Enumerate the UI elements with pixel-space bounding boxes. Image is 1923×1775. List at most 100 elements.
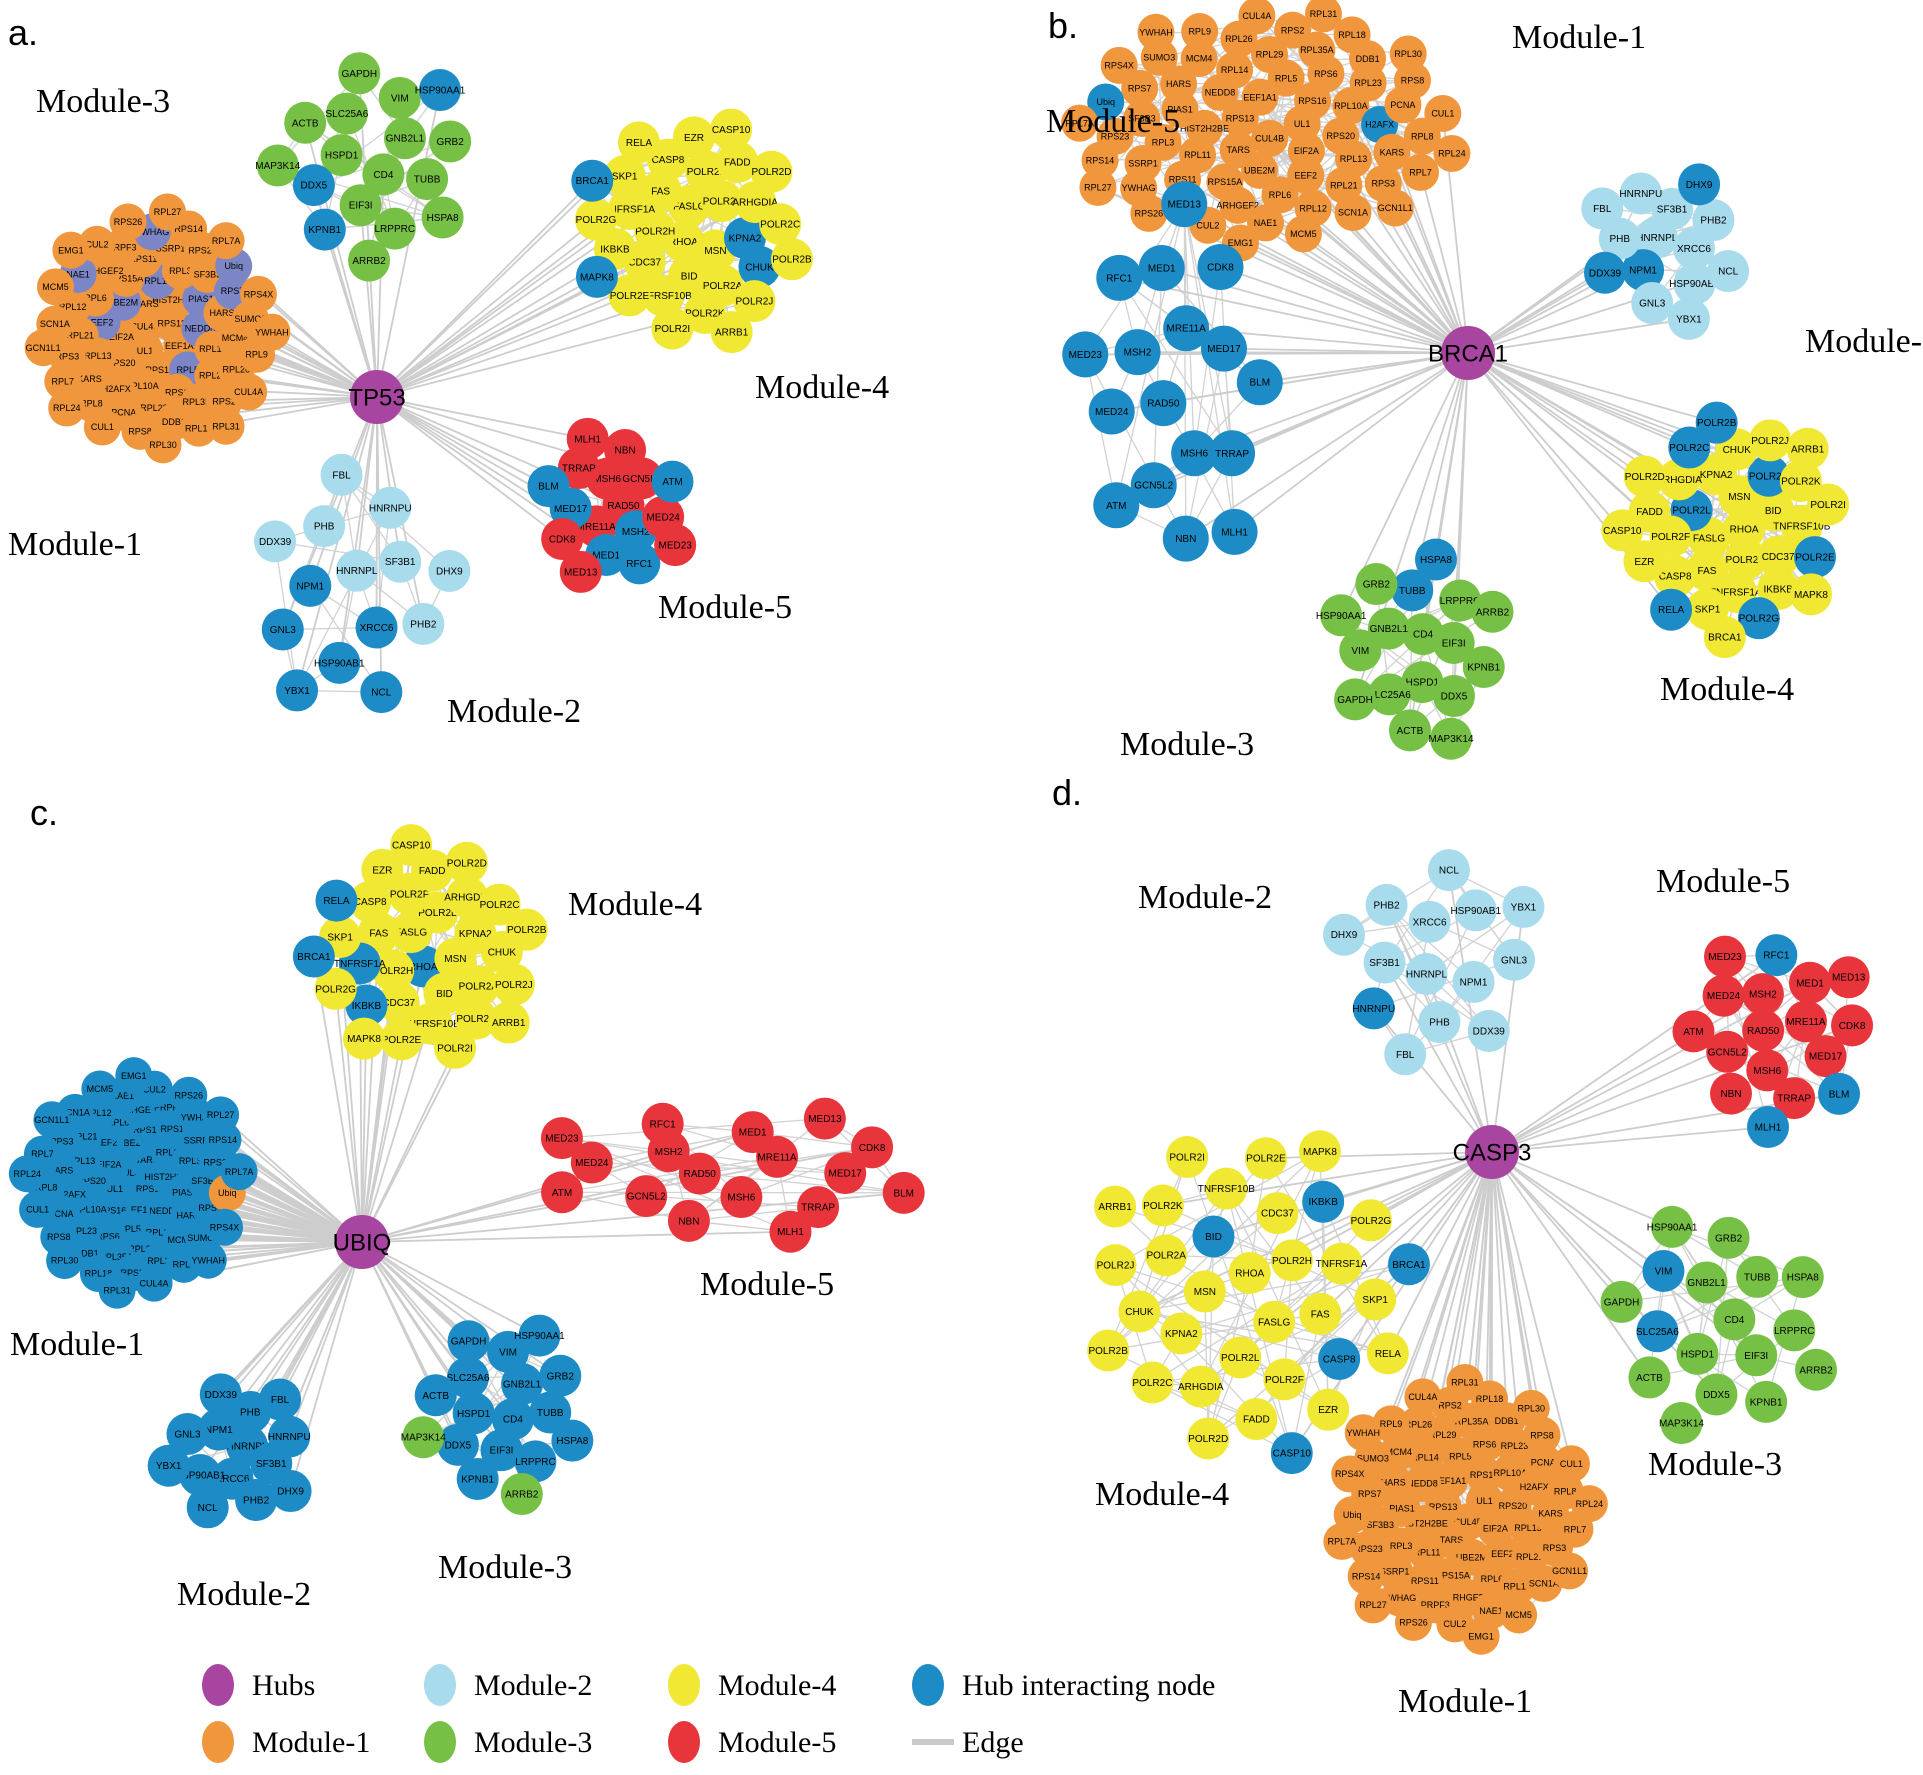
legend-swatch-hub_node [912, 1664, 944, 1706]
edge [1181, 1263, 1410, 1335]
node-circle-PCNA [1524, 1443, 1562, 1481]
hub-circle-BRCA1 [1441, 326, 1495, 380]
node-circle-CASP10 [390, 824, 433, 867]
node-label-RPS14: RPS14 [1086, 155, 1115, 165]
node-circle-CDC37 [1256, 1192, 1299, 1235]
node-label-FAS: FAS [1311, 1309, 1330, 1320]
node-label-SSRP1: SSRP1 [1128, 159, 1158, 169]
node-label-BRCA1: BRCA1 [1708, 633, 1742, 644]
node-label-POLR2E: POLR2E [610, 291, 650, 302]
node-circle-MED23 [1062, 331, 1109, 378]
node-label-FADD: FADD [1243, 1415, 1270, 1426]
node-TUBB: TUBB [1391, 569, 1434, 612]
node-GCN1L1: GCN1L1 [1551, 1552, 1589, 1590]
legend-label: Module-4 [718, 1669, 836, 1702]
node-label-BID: BID [1765, 506, 1782, 517]
legend-label: Module-5 [718, 1726, 836, 1759]
node-circle-XRCC6 [1408, 900, 1451, 943]
node-CASP10: CASP10 [1601, 509, 1644, 552]
node-circle-GRB2 [429, 120, 472, 163]
node-circle-BRCA1 [1703, 616, 1746, 659]
node-circle-RAD50 [678, 1152, 721, 1195]
node-circle-NPM1 [1452, 960, 1495, 1003]
node-label-RPS6: RPS6 [1473, 1439, 1497, 1449]
node-label-MED13: MED13 [564, 567, 598, 578]
node-label-RPL5: RPL5 [118, 1224, 141, 1234]
node-RELA: RELA [315, 879, 358, 922]
node-label-MSH2: MSH2 [655, 1147, 683, 1158]
hub-edge [1467, 317, 1690, 354]
node-circle-MED23 [1704, 935, 1747, 978]
node-EZR: EZR [1307, 1388, 1350, 1431]
node-label-RFC1: RFC1 [1763, 951, 1790, 962]
node-circle-RPS2 [1274, 11, 1312, 49]
node-label-NAE1: NAE1 [111, 1091, 135, 1101]
node-RPS4X: RPS4X [1100, 46, 1138, 84]
node-label-GCN5L2: GCN5L2 [627, 1192, 666, 1203]
node-label-RPS4X: RPS4X [1335, 1469, 1365, 1479]
node-CUL4B: CUL4B [1251, 119, 1289, 157]
node-VIM: VIM [1642, 1250, 1685, 1293]
node-label-VIM: VIM [499, 1347, 517, 1358]
node-label-RPL21: RPL21 [1330, 180, 1358, 190]
node-circle-MED1 [731, 1111, 774, 1154]
node-label-RPS7: RPS7 [221, 286, 245, 296]
node-label-HSP90AA1: HSP90AA1 [1316, 611, 1367, 622]
node-circle-YWHAH [1137, 13, 1175, 51]
node-circle-Ubiq [1087, 83, 1125, 121]
node-MSH6: MSH6 [720, 1176, 763, 1219]
module-label-b-module-5: Module-5 [1046, 103, 1180, 140]
node-MLH1: MLH1 [769, 1210, 812, 1253]
node-label-ARRB1: ARRB1 [1098, 1202, 1132, 1213]
node-circle-PHB2 [1692, 199, 1735, 242]
node-label-PRPF3: PRPF3 [108, 242, 137, 252]
node-GNB2L1: GNB2L1 [501, 1363, 544, 1406]
node-label-MAP3K14: MAP3K14 [255, 161, 300, 172]
node-circle-RPL7A [1061, 104, 1099, 142]
node-label-RPS26: RPS26 [114, 217, 143, 227]
node-label-POLR2L: POLR2L [418, 908, 457, 919]
node-POLR2E: POLR2E [1244, 1137, 1287, 1180]
node-FBL: FBL [1384, 1033, 1427, 1076]
node-MED13: MED13 [559, 550, 602, 593]
node-label-RPS20: RPS20 [1499, 1501, 1528, 1511]
node-label-TNFRSF1A: TNFRSF1A [334, 959, 386, 970]
node-label-DDX39: DDX39 [1589, 268, 1622, 279]
node-label-RPL5: RPL5 [176, 365, 199, 375]
node-circle-POLR2B [1695, 401, 1738, 444]
node-circle-TRRAP [1773, 1077, 1816, 1120]
hub-edge [279, 1241, 363, 1400]
node-RPL14: RPL14 [1216, 51, 1254, 89]
node-circle-MCM5 [37, 268, 75, 306]
node-FBL: FBL [320, 453, 363, 496]
module-label-a-module-1: Module-1 [8, 526, 142, 563]
node-label-MED24: MED24 [1707, 991, 1741, 1002]
node-circle-FADD [1235, 1398, 1278, 1441]
node-POLR2G: POLR2G [1349, 1199, 1392, 1242]
node-LRPPRC: LRPPRC [373, 207, 416, 250]
node-NBN: NBN [604, 429, 647, 472]
node-label-RPL14: RPL14 [146, 1227, 174, 1237]
node-GRB2: GRB2 [1355, 563, 1398, 606]
legend-label: Module-2 [474, 1669, 592, 1702]
node-label-RAD50: RAD50 [1147, 399, 1180, 410]
node-circle-MSH2 [1114, 329, 1161, 376]
node-label-CUL4B: CUL4B [1454, 1517, 1483, 1527]
node-label-RPL8: RPL8 [35, 1182, 58, 1192]
node-label-RPL10A: RPL10A [73, 1204, 107, 1214]
node-label-RPL18: RPL18 [1476, 1394, 1504, 1404]
node-DDX5: DDX5 [1432, 675, 1475, 718]
node-label-GCN5L2: GCN5L2 [1134, 481, 1173, 492]
edge [1152, 1381, 1293, 1454]
node-circle-BRCA1 [1387, 1243, 1430, 1286]
node-label-SUMO3: SUMO3 [1143, 53, 1175, 63]
node-ATM: ATM [1093, 482, 1140, 529]
node-label-RPS16: RPS16 [1298, 96, 1327, 106]
node-POLR2J: POLR2J [492, 963, 535, 1006]
node-XRCC6: XRCC6 [1408, 900, 1451, 943]
hub-edge [1394, 207, 1469, 354]
node-label-RFC1: RFC1 [626, 559, 653, 570]
node-label-LRPPRC: LRPPRC [1774, 1326, 1815, 1337]
node-label-NCL: NCL [198, 1503, 218, 1514]
node-SF3B1: SF3B1 [1363, 941, 1406, 984]
